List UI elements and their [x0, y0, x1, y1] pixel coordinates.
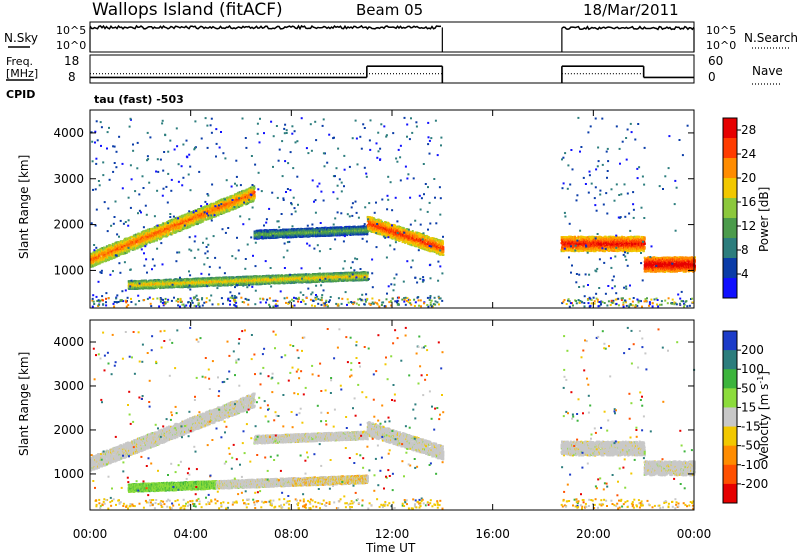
- sky-left-label: N.Sky: [4, 31, 38, 45]
- cpid-value: tau (fast) -503: [94, 93, 184, 106]
- sky-trace-1: [562, 27, 694, 30]
- nave-tick-bottom: 0: [708, 70, 716, 84]
- date-title: 18/Mar/2011: [583, 1, 679, 19]
- nave-tick-top: 60: [708, 54, 723, 68]
- power-cell: [254, 187, 256, 189]
- sky-strip: 10^5 10^0 10^5 10^0 N.Sky N.Search: [4, 22, 798, 52]
- freq-strip: 18 8 60 0 Freq. [MHz] Nave: [6, 54, 783, 84]
- power-cell: [254, 191, 256, 193]
- sky-trace-0: [90, 26, 441, 29]
- power-cell: [137, 247, 139, 249]
- station-title: Wallops Island (fitACF): [92, 0, 283, 20]
- sky-right-tick-bottom: 10^0: [706, 39, 736, 52]
- freq-tick-top: 18: [64, 54, 79, 68]
- sky-right-tick-top: 10^5: [706, 24, 736, 37]
- sky-tick-bottom: 10^0: [56, 39, 86, 52]
- cpid-label: CPID: [6, 88, 35, 101]
- power-cell: [254, 195, 256, 197]
- power-cell: [128, 251, 130, 253]
- nave-label: Nave: [752, 64, 783, 78]
- sky-right-label: N.Search: [744, 31, 798, 45]
- beam-title: Beam 05: [356, 1, 423, 19]
- sky-tick-top: 10^5: [56, 24, 86, 37]
- freq-tick-bottom: 8: [68, 70, 76, 84]
- freq-label-2: [MHz]: [6, 67, 38, 80]
- power-cell: [135, 234, 137, 236]
